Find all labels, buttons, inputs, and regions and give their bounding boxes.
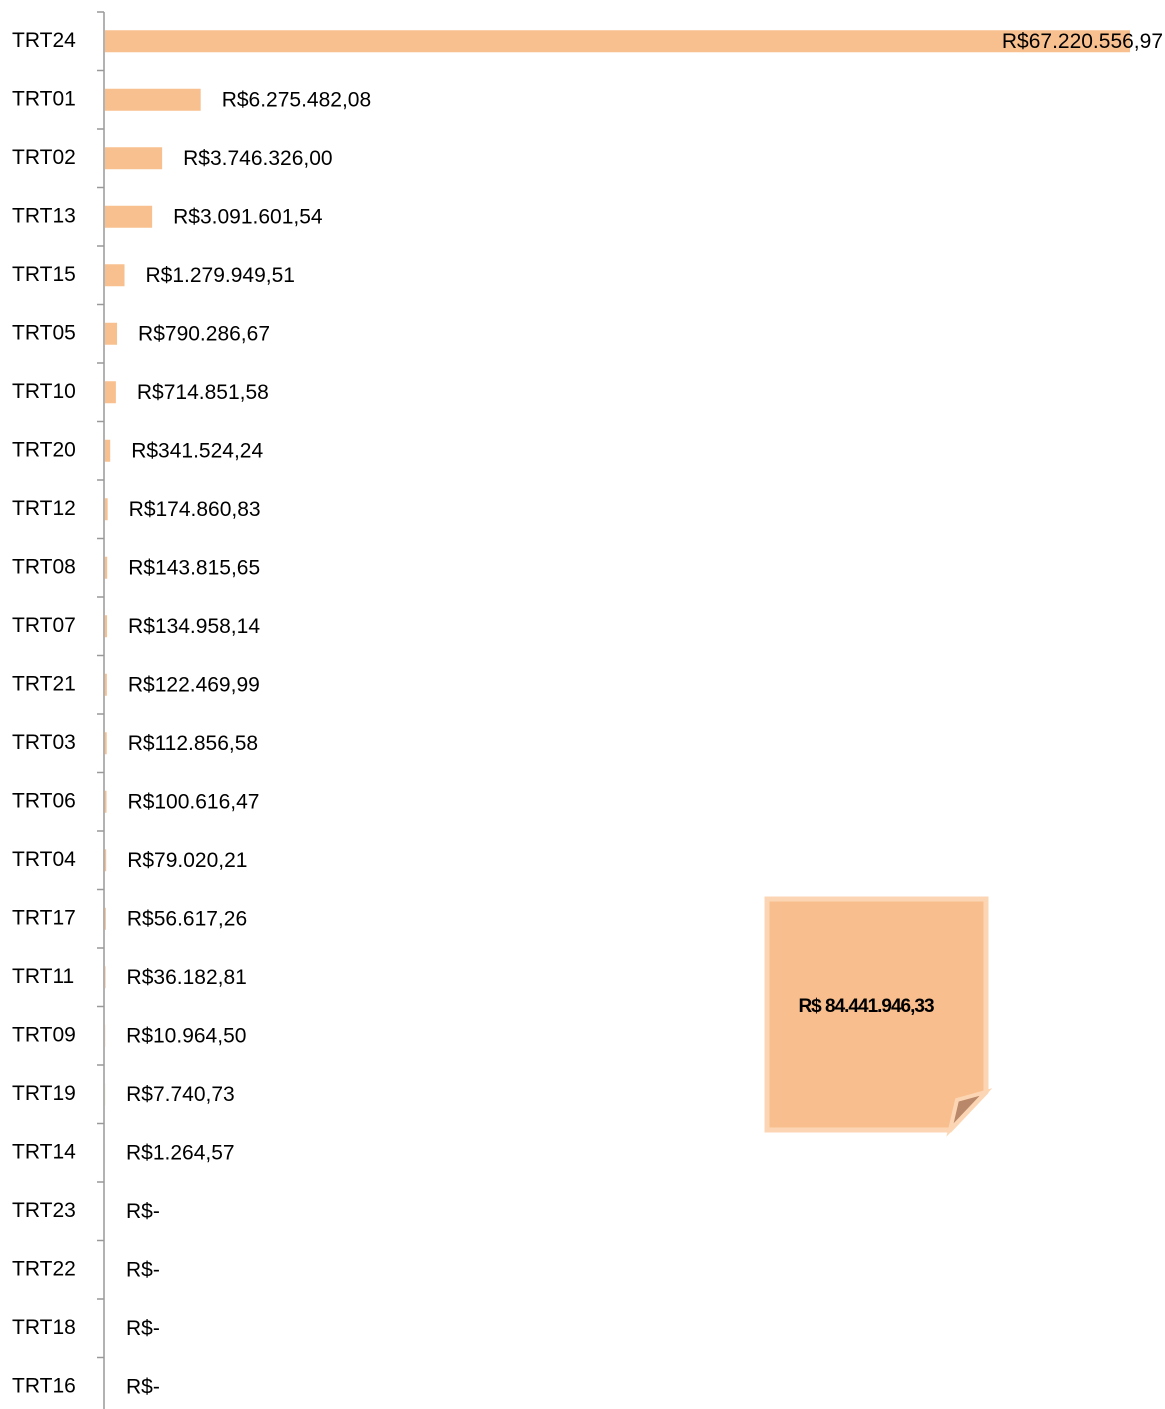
category-label: TRT03 [12,731,76,754]
value-label: R$67.220.556,97 [1002,30,1163,53]
bar [105,907,106,930]
category-label: TRT24 [12,29,76,52]
bar [105,615,108,638]
value-label: R$714.851,58 [137,381,269,404]
category-label: TRT12 [12,497,76,520]
value-label: R$1.279.949,51 [146,264,295,287]
value-label: R$56.617,26 [127,907,247,930]
value-label: R$- [126,1200,160,1223]
category-label: TRT19 [12,1082,76,1105]
category-label: TRT14 [12,1140,76,1163]
value-label: R$- [126,1317,160,1340]
category-label: TRT07 [12,614,76,637]
value-label: R$1.264,57 [126,1141,235,1164]
category-label: TRT04 [12,848,76,871]
value-label: R$112.856,58 [128,732,258,755]
value-label: R$134.958,14 [128,615,260,638]
value-label: R$3.091.601,54 [173,205,323,228]
category-label: TRT05 [12,321,76,344]
note-fold [946,1088,993,1137]
value-label: R$- [126,1258,160,1281]
category-label: TRT15 [12,263,76,286]
category-label: TRT02 [12,146,76,169]
category-label: TRT22 [12,1257,76,1280]
bar [105,966,106,989]
value-label: R$3.746.326,00 [183,147,332,170]
bar [105,849,107,872]
bar [105,147,163,170]
category-label: TRT20 [12,438,76,461]
bar [105,205,153,228]
category-label: TRT16 [12,1374,76,1397]
value-label: R$143.815,65 [128,556,260,579]
bar [105,88,201,111]
bar [105,732,107,755]
value-label: R$790.286,67 [138,322,270,345]
bar [105,322,118,345]
bar [105,673,107,696]
category-label: TRT08 [12,555,76,578]
category-label: TRT13 [12,204,76,227]
category-label: TRT01 [12,87,76,110]
bar [105,381,116,404]
bar [105,790,107,813]
value-label: R$100.616,47 [128,790,260,813]
bar [105,498,108,521]
value-label: R$122.469,99 [128,673,260,696]
value-label: R$36.182,81 [127,966,247,989]
value-label: R$174.860,83 [129,498,261,521]
category-label: TRT21 [12,672,76,695]
bar [105,30,1130,53]
category-label: TRT10 [12,380,76,403]
category-label: TRT17 [12,906,76,929]
bar [105,556,108,579]
value-label: R$7.740,73 [126,1083,235,1106]
value-label: R$10.964,50 [126,1024,246,1047]
category-label: TRT11 [12,965,74,988]
category-label: TRT23 [12,1199,76,1222]
category-label: TRT06 [12,789,76,812]
total-annotation: R$ 84.441.946,33 [798,996,934,1017]
value-label: R$6.275.482,08 [222,88,371,111]
value-label: R$341.524,24 [131,439,263,462]
bar [105,264,125,287]
note: R$ 84.441.946,33 [764,896,993,1137]
category-label: TRT18 [12,1316,76,1339]
value-label: R$79.020,21 [127,849,247,872]
value-label: R$- [126,1375,160,1398]
bar [105,439,111,462]
category-label: TRT09 [12,1023,76,1046]
